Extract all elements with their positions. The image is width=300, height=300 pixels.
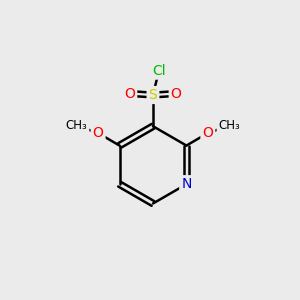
Text: O: O xyxy=(171,86,182,100)
Text: O: O xyxy=(202,126,213,140)
Text: O: O xyxy=(124,86,135,100)
Text: O: O xyxy=(93,126,104,140)
Text: Cl: Cl xyxy=(152,64,166,78)
Text: S: S xyxy=(148,88,157,102)
Text: CH₃: CH₃ xyxy=(66,119,88,132)
Text: CH₃: CH₃ xyxy=(218,119,240,132)
Text: N: N xyxy=(181,177,192,191)
